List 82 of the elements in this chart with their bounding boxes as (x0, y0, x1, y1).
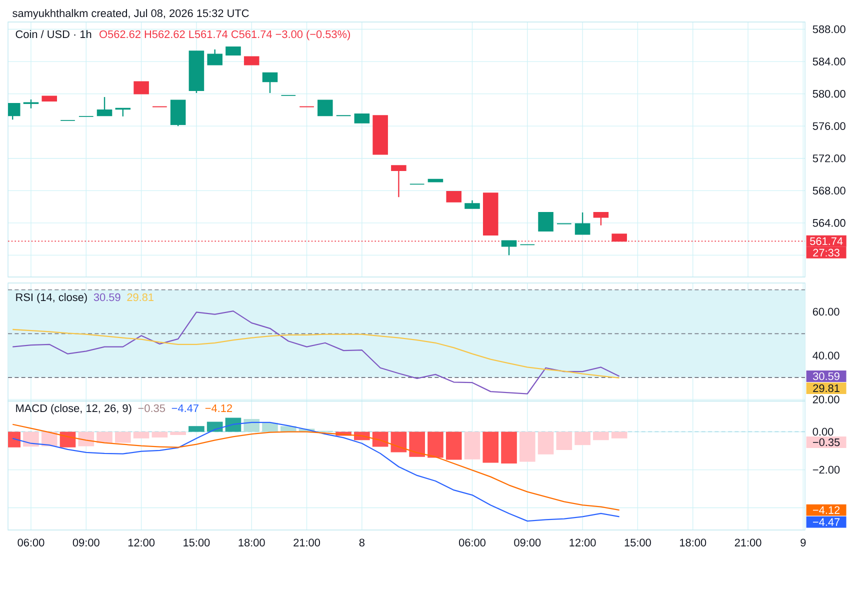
y-tick-label: 0.00 (812, 428, 834, 436)
bar (96, 432, 112, 444)
y-tick-label: 40.00 (812, 352, 840, 360)
y-tick-label: 588.00 (812, 25, 846, 34)
bar (464, 432, 480, 460)
bar (574, 432, 590, 446)
y-tick-label: 20.00 (812, 396, 840, 404)
text: 27:33 (813, 248, 840, 257)
text: −4.47 (812, 518, 840, 526)
candlestick (318, 100, 333, 116)
x-tick-label: 8 (359, 538, 364, 546)
candlestick (446, 190, 462, 202)
text: −4.12 (812, 506, 840, 514)
bar (519, 432, 536, 462)
x-tick-label: 06:00 (18, 538, 44, 546)
bar (244, 419, 260, 432)
text: samyukhthalkm created, Jul 08, 2026 15:32 UTC (12, 9, 249, 20)
x-tick-label: 18:00 (238, 538, 265, 546)
chart-title: MACD (close, 12, 26, 9) (16, 404, 132, 414)
candlestick (207, 48, 222, 66)
bar (538, 432, 554, 454)
candlestick (134, 81, 149, 94)
y-tick-label: 576.00 (812, 122, 846, 130)
annotation: 29.81 (127, 293, 154, 302)
text: −0.35 (812, 438, 840, 446)
y-tick-label: 564.00 (812, 219, 846, 227)
bar (206, 422, 223, 432)
bar (225, 418, 242, 432)
candlestick (501, 240, 517, 256)
y-tick-label: 60.00 (812, 308, 840, 316)
y-tick-label: 572.00 (812, 154, 846, 162)
bar (188, 426, 204, 432)
text: 30.59 (813, 372, 840, 380)
x-tick-label: 12:00 (128, 538, 155, 546)
x-tick-label: 12:00 (570, 538, 596, 546)
text: Coin / USD · 1h (16, 30, 92, 38)
candlestick (391, 165, 406, 198)
bar (611, 432, 628, 438)
bar (390, 432, 407, 452)
bar (152, 432, 168, 438)
candlestick (593, 212, 609, 226)
bar (556, 432, 572, 450)
text: 29.81 (813, 384, 840, 392)
bar (78, 432, 94, 446)
x-tick-label: 18:00 (680, 538, 706, 546)
candlestick (538, 212, 554, 232)
x-tick-label: 9 (800, 538, 806, 546)
bar (446, 432, 462, 460)
x-tick-label: 09:00 (72, 538, 100, 546)
bar (133, 432, 150, 438)
annotation: −0.35 (138, 404, 166, 412)
bar (593, 432, 609, 440)
bar (262, 422, 278, 432)
x-tick-label: 21:00 (734, 538, 762, 546)
annotation: 30.59 (94, 293, 120, 302)
annotation: −4.12 (205, 404, 232, 412)
x-tick-label: 15:00 (624, 538, 651, 546)
bar (170, 432, 186, 436)
bar (115, 432, 131, 443)
candlestick (574, 212, 590, 235)
bar (501, 432, 517, 464)
bar (372, 432, 388, 447)
ref-line-label: 561.74 (810, 237, 843, 246)
y-tick-label: −2.00 (812, 466, 840, 474)
x-tick-label: 06:00 (458, 538, 486, 546)
bar (23, 432, 39, 447)
x-tick-label: 21:00 (294, 538, 320, 546)
text: RSI (14, close) (16, 293, 87, 304)
x-tick-label: 15:00 (184, 538, 210, 546)
bar (60, 432, 76, 448)
x-tick-label: 09:00 (514, 538, 541, 546)
y-tick-label: 580.00 (812, 90, 846, 98)
y-tick-label: 584.00 (812, 58, 846, 66)
bar (409, 432, 425, 457)
candlestick (262, 72, 278, 94)
bar (482, 432, 499, 463)
y-tick-label: 568.00 (812, 186, 846, 195)
candlestick (96, 96, 112, 116)
text: O562.62 H562.62 L561.74 C561.74 −3.00 (−0.53%) (100, 30, 350, 40)
annotation: −4.47 (172, 404, 198, 412)
bar (428, 432, 444, 458)
line-series (12, 310, 620, 394)
